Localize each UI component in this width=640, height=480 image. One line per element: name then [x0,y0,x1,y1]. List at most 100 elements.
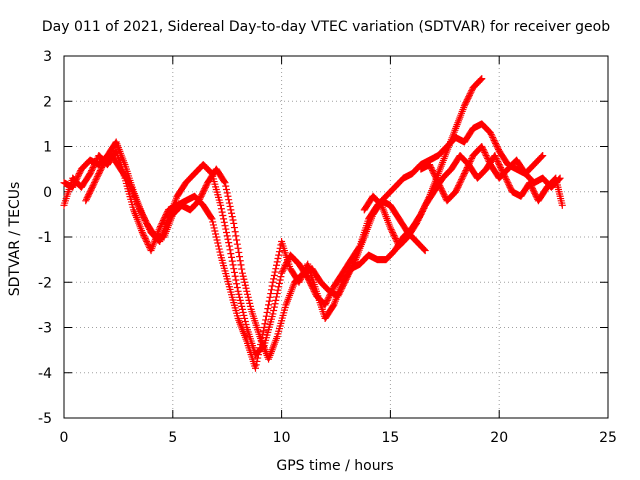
data-point [202,182,210,190]
data-point [483,153,491,161]
data-point [278,268,286,276]
data-point [161,213,169,221]
data-point [262,312,270,320]
data-point [196,195,204,203]
data-point [261,320,269,328]
data-point [90,179,98,187]
data-point [216,248,224,256]
data-point [270,271,278,279]
data-point [88,183,96,191]
data-point [269,278,277,286]
data-point [497,164,505,172]
data-point [347,265,355,273]
data-point [241,278,249,286]
data-point [502,176,510,184]
data-point [463,164,471,172]
data-point [252,361,260,369]
data-point [229,261,237,269]
data-point [92,176,100,184]
y-tick-label: -4 [38,366,52,382]
data-point [281,262,289,270]
data-point [233,284,241,292]
data-point [479,144,487,152]
x-tick-label: 25 [599,430,617,446]
data-point [196,194,204,202]
data-point [481,150,489,158]
data-point [75,171,83,179]
data-point [275,248,283,256]
data-point [393,238,401,246]
data-point [465,91,473,99]
data-point [418,207,426,215]
data-point [220,178,228,186]
data-point [272,265,280,273]
data-point [463,96,471,104]
data-point [434,177,442,185]
data-point [386,224,394,232]
data-point [419,206,427,214]
data-point [93,156,101,164]
data-point [432,174,440,182]
data-point [458,174,466,182]
data-point [96,168,104,176]
data-point [227,206,235,214]
data-point [86,188,94,196]
data-point [92,158,100,166]
data-point [226,246,234,254]
data-point [217,205,225,213]
data-point [235,290,243,298]
data-point [334,292,342,300]
data-point [245,296,253,304]
data-point [454,183,462,191]
data-point [239,308,247,316]
data-point [389,228,397,236]
data-point [143,239,151,247]
data-point [439,189,447,197]
data-point [480,147,488,155]
data-point [417,210,425,218]
data-point [222,228,230,236]
data-point [490,136,498,144]
data-point [238,302,246,310]
data-point [227,250,235,258]
data-point [210,224,218,232]
data-point [349,262,357,270]
data-point [229,216,237,224]
data-point [391,235,399,243]
data-point [428,167,436,175]
data-point [492,153,500,161]
data-point [267,286,275,294]
y-tick-label: 2 [43,94,52,110]
data-point [275,251,283,259]
data-point [342,275,350,283]
data-point [526,179,534,187]
data-point [218,208,226,216]
data-point [527,182,535,190]
data-point [343,274,351,282]
data-point [456,179,464,187]
data-point [207,214,215,222]
data-point [220,215,228,223]
data-point [234,244,242,252]
data-point [492,155,500,163]
data-point [143,238,151,246]
data-point [387,225,395,233]
data-point [268,282,276,290]
y-tick-label: 0 [43,185,52,201]
data-point [159,218,167,226]
data-point [91,177,99,185]
data-point [468,87,476,95]
data-point [478,75,486,83]
data-point [137,207,145,215]
data-point [241,281,249,289]
data-point [436,182,444,190]
data-point [428,165,436,173]
x-tick-label: 5 [168,430,177,446]
data-point [76,168,84,176]
data-point [273,293,281,301]
data-point [273,261,281,269]
data-point [477,75,485,83]
data-point [219,212,227,220]
data-point [341,278,349,286]
